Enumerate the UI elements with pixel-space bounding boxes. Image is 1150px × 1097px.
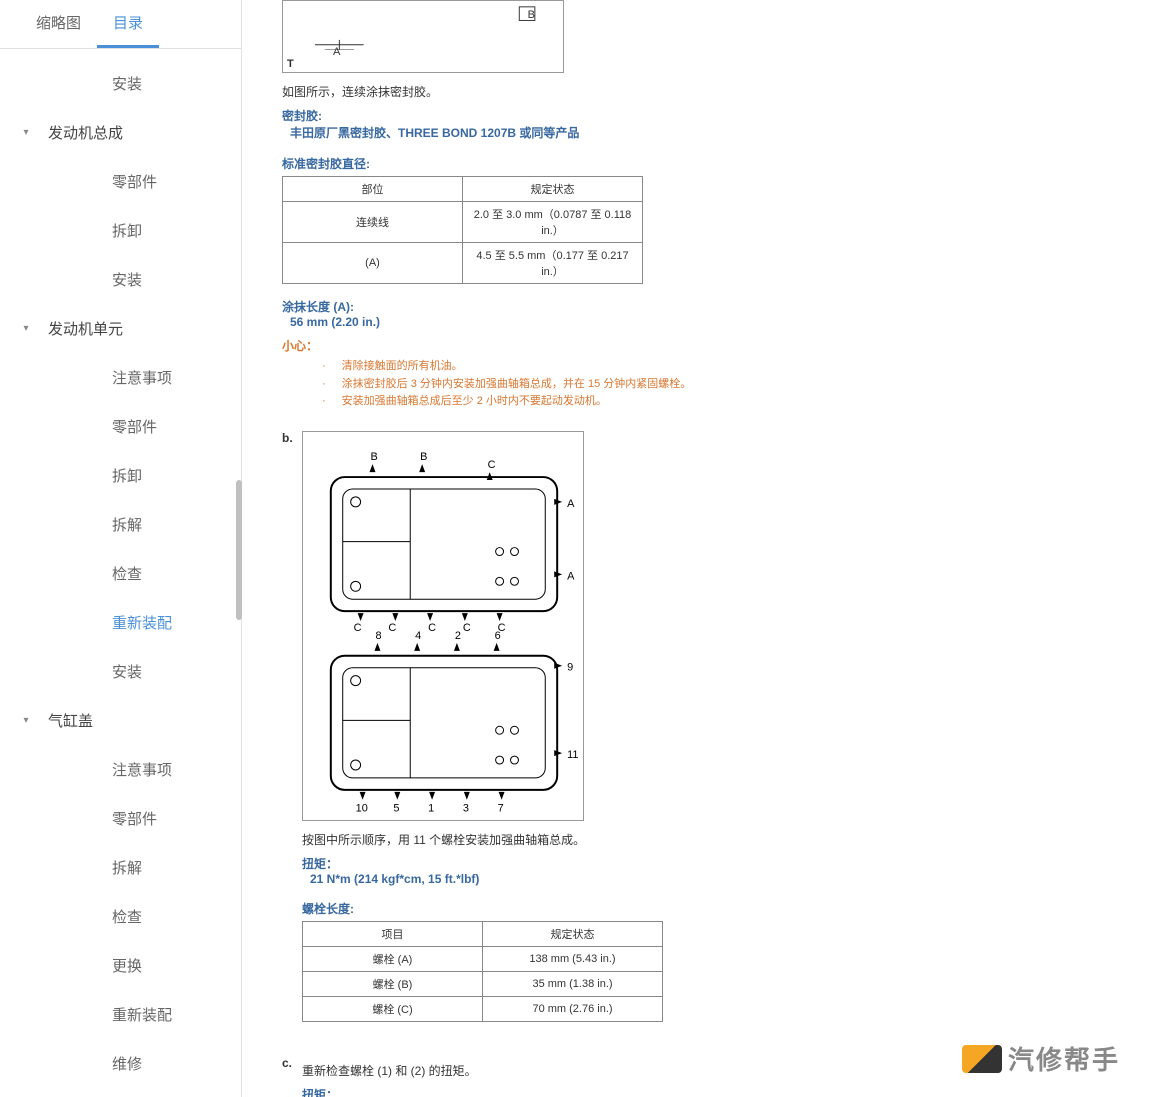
caret-icon: ▾ xyxy=(20,323,32,334)
svg-text:A: A xyxy=(567,498,575,510)
toc-item[interactable]: 更换 xyxy=(0,941,241,990)
step-b-label: b. xyxy=(282,431,302,445)
sidebar: 缩略图 目录 安装▾发动机总成零部件拆卸安装▾发动机单元注意事项零部件拆卸拆解检… xyxy=(0,0,242,1097)
svg-text:C: C xyxy=(463,622,471,634)
table-bolt-length: 项目规定状态螺栓 (A)138 mm (5.43 in.)螺栓 (B)35 mm… xyxy=(302,921,663,1022)
text-sealant-instruction: 如图所示，连续涂抹密封胶。 xyxy=(282,83,1110,101)
toc-item[interactable]: 拆解 xyxy=(0,843,241,892)
caution-item: 安装加强曲轴箱总成后至少 2 小时内不要起动发动机。 xyxy=(322,393,1110,411)
toc-item[interactable]: 零部件 xyxy=(0,157,241,206)
svg-text:9: 9 xyxy=(567,661,573,673)
step-b-torque-value: 21 N*m (214 kgf*cm, 15 ft.*lbf) xyxy=(310,872,1110,886)
toc-item[interactable]: 安装 xyxy=(0,647,241,696)
caret-icon: ▾ xyxy=(20,127,32,138)
toc-item[interactable]: 拆解 xyxy=(0,500,241,549)
caution-label: 小心： xyxy=(282,339,318,353)
step-c-label: c. xyxy=(282,1056,302,1070)
svg-text:5: 5 xyxy=(393,802,399,814)
toc-item[interactable]: 重新装配 xyxy=(0,598,241,647)
toc-item[interactable]: 安装 xyxy=(0,255,241,304)
toc-item[interactable]: ▾气缸盖 xyxy=(0,696,241,745)
step-c-torque-label: 扭矩： xyxy=(302,1088,338,1097)
caution-item: 清除接触面的所有机油。 xyxy=(322,358,1110,376)
main-content: A B T 如图所示，连续涂抹密封胶。 密封胶: 丰田原厂黑密封胶、THREE … xyxy=(242,0,1150,1097)
svg-text:A: A xyxy=(567,570,575,582)
svg-text:6: 6 xyxy=(495,630,501,642)
svg-text:10: 10 xyxy=(356,802,368,814)
diagram-label-t: T xyxy=(287,58,294,70)
svg-text:C: C xyxy=(354,622,362,634)
diagram-label-b: B xyxy=(528,9,535,21)
svg-text:4: 4 xyxy=(415,630,421,642)
svg-text:11: 11 xyxy=(567,749,578,761)
watermark: 汽修帮手 xyxy=(962,1040,1120,1077)
table2-title: 螺栓长度: xyxy=(302,902,354,916)
caution-list: 清除接触面的所有机油。涂抹密封胶后 3 分钟内安装加强曲轴箱总成，并在 15 分… xyxy=(322,358,1110,411)
toc-item[interactable]: 零部件 xyxy=(0,402,241,451)
tab-toc[interactable]: 目录 xyxy=(97,0,159,48)
svg-text:3: 3 xyxy=(463,802,469,814)
table-sealant-diameter: 部位规定状态连续线2.0 至 3.0 mm（0.0787 至 0.118 in.… xyxy=(282,176,643,284)
toc-item[interactable]: 检查 xyxy=(0,892,241,941)
svg-text:C: C xyxy=(388,622,396,634)
value-apply-length: 56 mm (2.20 in.) xyxy=(290,315,1110,329)
svg-text:B: B xyxy=(371,451,378,463)
toc-item[interactable]: 拆卸 xyxy=(0,451,241,500)
tab-thumbnail[interactable]: 缩略图 xyxy=(20,0,97,48)
label-apply-length: 涂抹长度 (A): xyxy=(282,300,354,314)
watermark-icon xyxy=(962,1045,1002,1073)
toc-item[interactable]: 注意事项 xyxy=(0,745,241,794)
svg-text:1: 1 xyxy=(428,802,434,814)
step-b-torque-label: 扭矩： xyxy=(302,857,338,871)
caution-item: 涂抹密封胶后 3 分钟内安装加强曲轴箱总成，并在 15 分钟内紧固螺栓。 xyxy=(322,376,1110,394)
svg-text:2: 2 xyxy=(455,630,461,642)
svg-text:C: C xyxy=(428,622,436,634)
toc-item[interactable]: 零部件 xyxy=(0,794,241,843)
toc-item[interactable]: ▾发动机总成 xyxy=(0,108,241,157)
label-sealant: 密封胶: xyxy=(282,109,322,123)
diagram-sealant-top: A B T xyxy=(282,0,564,73)
value-sealant: 丰田原厂黑密封胶、THREE BOND 1207B 或同等产品 xyxy=(290,124,1110,141)
caret-icon: ▾ xyxy=(20,715,32,726)
diagram-label-a: A xyxy=(333,46,340,58)
diagram-bolt-sequence: BBC A A CCCCC xyxy=(302,431,584,821)
toc-item[interactable]: 拆卸 xyxy=(0,206,241,255)
svg-text:7: 7 xyxy=(498,802,504,814)
toc-item[interactable]: 安装 xyxy=(0,59,241,108)
toc-item[interactable]: ▾发动机单元 xyxy=(0,304,241,353)
toc-item[interactable]: 检查 xyxy=(0,549,241,598)
svg-text:8: 8 xyxy=(375,630,381,642)
step-b-text: 按图中所示顺序，用 11 个螺栓安装加强曲轴箱总成。 xyxy=(302,831,1110,849)
toc-item[interactable]: 注意事项 xyxy=(0,353,241,402)
toc-tree: 安装▾发动机总成零部件拆卸安装▾发动机单元注意事项零部件拆卸拆解检查重新装配安装… xyxy=(0,49,241,1097)
toc-item[interactable]: ▾气缸体 xyxy=(0,1088,241,1097)
svg-text:B: B xyxy=(420,451,427,463)
toc-item[interactable]: 维修 xyxy=(0,1039,241,1088)
sidebar-tabs: 缩略图 目录 xyxy=(0,0,241,49)
toc-item[interactable]: 重新装配 xyxy=(0,990,241,1039)
table1-title: 标准密封胶直径: xyxy=(282,157,370,171)
svg-text:C: C xyxy=(488,459,496,471)
watermark-text: 汽修帮手 xyxy=(1008,1040,1120,1077)
